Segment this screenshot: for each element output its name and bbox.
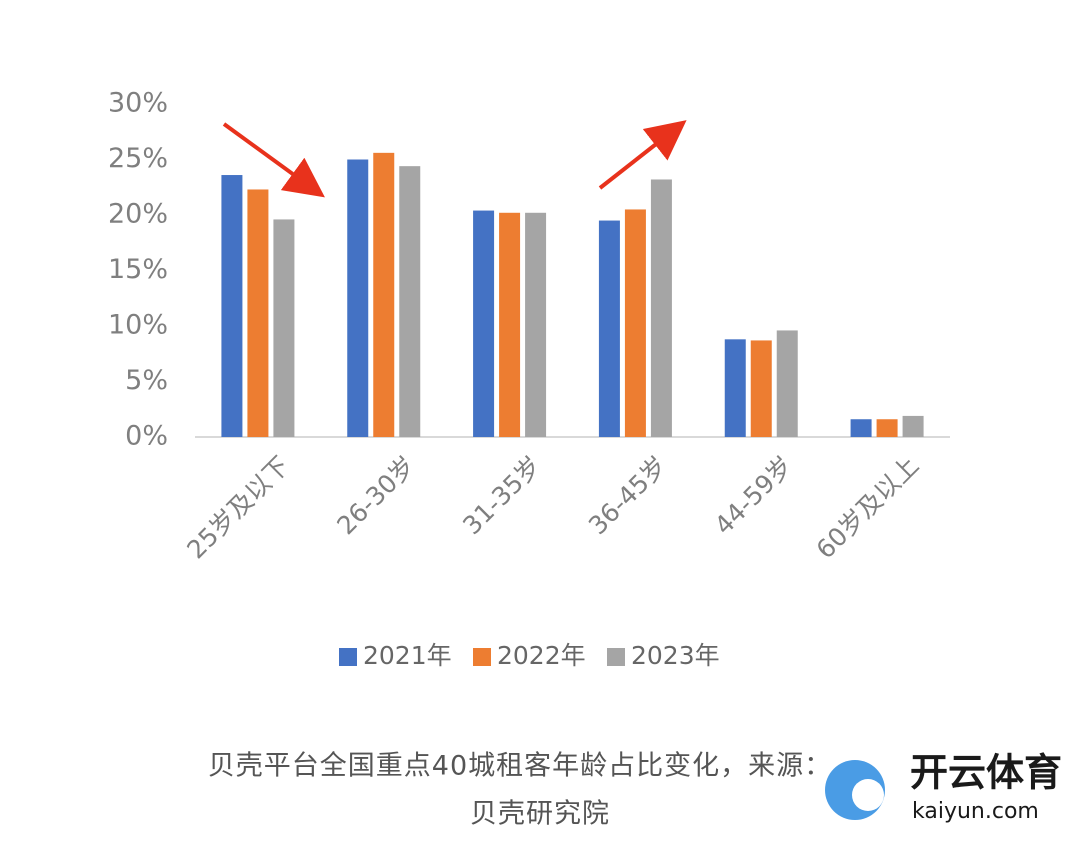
arrow — [598, 120, 687, 190]
bar — [221, 175, 243, 438]
bar — [347, 159, 369, 437]
bar — [273, 219, 295, 437]
watermark-url: kaiyun.com — [912, 799, 1039, 824]
bar — [624, 209, 646, 437]
y-tick-label: 25% — [108, 143, 168, 174]
bar — [399, 166, 421, 437]
legend-swatch — [607, 648, 625, 666]
arrow — [222, 122, 325, 198]
caption: 贝壳平台全国重点40城租客年龄占比变化，来源： — [208, 751, 832, 782]
legend-swatch — [339, 648, 357, 666]
bar — [499, 212, 521, 437]
watermark-logo — [852, 779, 884, 811]
bar — [724, 339, 746, 437]
bar — [650, 179, 672, 438]
bar — [876, 419, 898, 437]
bar — [902, 415, 924, 437]
bar — [247, 189, 269, 437]
x-tick-label: 25岁及以下 — [181, 451, 295, 565]
y-tick-label: 30% — [108, 88, 168, 119]
x-tick-label: 60岁及以上 — [811, 451, 925, 565]
watermark: 开云体育 kaiyun.com — [825, 751, 1062, 824]
bar — [776, 330, 798, 437]
bar — [525, 212, 547, 437]
y-tick-label: 0% — [125, 421, 168, 452]
bar — [750, 340, 772, 437]
y-tick-label: 15% — [108, 254, 168, 285]
y-tick-label: 20% — [108, 199, 168, 230]
x-tick-label: 44-59岁 — [709, 451, 799, 541]
legend-label: 2023年 — [631, 641, 720, 670]
watermark-title: 开云体育 — [910, 751, 1062, 795]
legend-label: 2021年 — [363, 641, 452, 670]
x-tick-label: 31-35岁 — [457, 451, 547, 541]
y-tick-label: 10% — [108, 310, 168, 341]
x-tick-label: 26-30岁 — [331, 451, 421, 541]
bar — [850, 419, 872, 437]
bar — [598, 220, 620, 437]
bar — [473, 210, 495, 437]
legend-label: 2022年 — [497, 641, 586, 670]
y-tick-label: 5% — [125, 365, 168, 396]
caption: 贝壳研究院 — [470, 799, 610, 830]
legend-swatch — [473, 648, 491, 666]
x-tick-label: 36-45岁 — [583, 451, 673, 541]
bar — [373, 152, 395, 437]
